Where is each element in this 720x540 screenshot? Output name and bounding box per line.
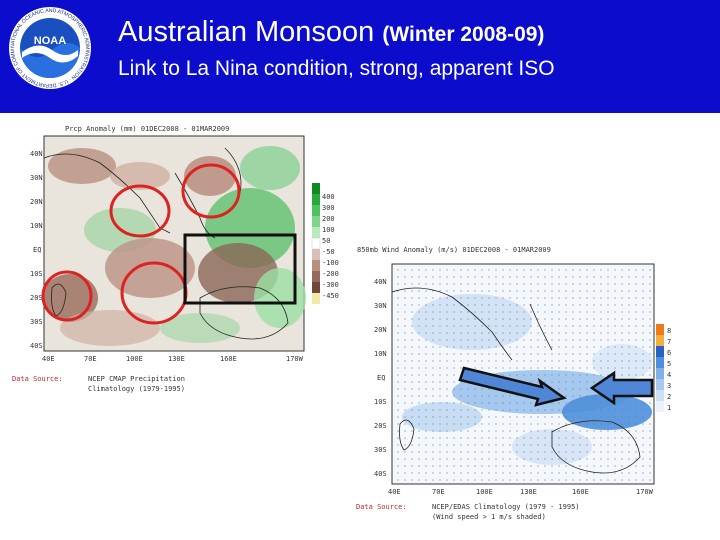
- svg-text:300: 300: [322, 204, 335, 212]
- svg-text:-200: -200: [322, 270, 339, 278]
- svg-text:400: 400: [322, 193, 335, 201]
- right-legend: 8 7 6 5 4 3 2 1: [656, 324, 671, 412]
- svg-text:10S: 10S: [374, 398, 387, 406]
- svg-text:20S: 20S: [374, 422, 387, 430]
- svg-text:EQ: EQ: [377, 374, 385, 382]
- page-title: Australian Monsoon (Winter 2008-09): [118, 16, 544, 49]
- left-legend: 400 300 200 100 50 -50 -100 -200 -300 -4…: [311, 183, 339, 304]
- svg-text:20N: 20N: [30, 198, 43, 206]
- left-lon-labels: 40E 70E 100E 130E 160E 170W: [42, 355, 304, 363]
- svg-text:4: 4: [667, 371, 671, 379]
- svg-text:200: 200: [322, 215, 335, 223]
- svg-text:50: 50: [322, 237, 330, 245]
- wind-anomaly-shading: [402, 294, 652, 465]
- svg-text:-450: -450: [322, 292, 339, 300]
- svg-text:30N: 30N: [374, 302, 387, 310]
- svg-text:100E: 100E: [476, 488, 493, 496]
- wind-anomaly-map: 850mb Wind Anomaly (m/s) 01DEC2008 - 01M…: [356, 246, 671, 521]
- svg-text:10N: 10N: [30, 222, 43, 230]
- svg-text:160E: 160E: [220, 355, 237, 363]
- svg-text:40E: 40E: [388, 488, 401, 496]
- svg-text:-50: -50: [322, 248, 335, 256]
- right-source-text: NCEP/EDAS Climatology (1979 - 1995): [432, 503, 580, 511]
- svg-text:20N: 20N: [374, 326, 387, 334]
- svg-text:7: 7: [667, 338, 671, 346]
- svg-text:170W: 170W: [286, 355, 304, 363]
- svg-text:70E: 70E: [432, 488, 445, 496]
- svg-text:130E: 130E: [168, 355, 185, 363]
- svg-text:30N: 30N: [30, 174, 43, 182]
- convergence-arrows: [458, 366, 654, 407]
- svg-text:-300: -300: [322, 281, 339, 289]
- svg-text:100: 100: [322, 226, 335, 234]
- red-circle-4: [41, 270, 93, 322]
- right-source-text2: (Wind speed > 1 m/s shaded): [432, 513, 546, 521]
- svg-text:8: 8: [667, 327, 671, 335]
- svg-text:2: 2: [667, 393, 671, 401]
- svg-text:40E: 40E: [42, 355, 55, 363]
- svg-text:20S: 20S: [30, 294, 43, 302]
- svg-text:170W: 170W: [636, 488, 654, 496]
- black-box-annotation: [183, 233, 297, 305]
- easterly-arrow-icon: [589, 370, 654, 406]
- precip-anomaly-map: Prcp Anomaly (mm) 01DEC2008 - 01MAR2009 …: [12, 125, 339, 393]
- page-subtitle: Link to La Nina condition, strong, appar…: [118, 57, 555, 80]
- noaa-logo-icon: NOAA NATIONAL OCEANIC AND ATMOSPHERIC AD…: [8, 6, 91, 89]
- right-source-label: Data Source:: [356, 503, 407, 511]
- svg-text:40S: 40S: [30, 342, 43, 350]
- red-circle-1: [181, 163, 241, 219]
- svg-text:130E: 130E: [520, 488, 537, 496]
- right-map-title: 850mb Wind Anomaly (m/s) 01DEC2008 - 01M…: [357, 246, 551, 254]
- left-map-title: Prcp Anomaly (mm) 01DEC2008 - 01MAR2009: [65, 125, 229, 133]
- title-main: Australian Monsoon: [118, 16, 375, 48]
- svg-text:160E: 160E: [572, 488, 589, 496]
- right-lat-labels: 40N 30N 20N 10N EQ 10S 20S 30S 40S: [374, 278, 387, 478]
- svg-text:10N: 10N: [374, 350, 387, 358]
- svg-text:100E: 100E: [126, 355, 143, 363]
- svg-text:-100: -100: [322, 259, 339, 267]
- svg-text:3: 3: [667, 382, 671, 390]
- left-source-text: NCEP CMAP Precipitation: [88, 375, 185, 383]
- left-source-text2: Climatology (1979-1995): [88, 385, 185, 393]
- svg-text:1: 1: [667, 404, 671, 412]
- svg-text:40N: 40N: [374, 278, 387, 286]
- svg-text:40S: 40S: [374, 470, 387, 478]
- svg-text:30S: 30S: [30, 318, 43, 326]
- right-lon-labels: 40E 70E 100E 130E 160E 170W: [388, 488, 654, 496]
- title-suffix: (Winter 2008-09): [382, 23, 545, 46]
- svg-text:40N: 40N: [30, 150, 43, 158]
- svg-text:EQ: EQ: [33, 246, 41, 254]
- svg-text:10S: 10S: [30, 270, 43, 278]
- left-source-label: Data Source:: [12, 375, 63, 383]
- precip-anomaly-field: [42, 146, 306, 346]
- svg-text:NOAA: NOAA: [34, 35, 66, 47]
- svg-text:6: 6: [667, 349, 671, 357]
- header-banner: NOAA NATIONAL OCEANIC AND ATMOSPHERIC AD…: [0, 0, 720, 113]
- svg-text:30S: 30S: [374, 446, 387, 454]
- svg-text:5: 5: [667, 360, 671, 368]
- right-coastlines: [391, 287, 641, 474]
- left-lat-labels: 40N 30N 20N 10N EQ 10S 20S 30S 40S: [30, 150, 43, 350]
- svg-text:70E: 70E: [84, 355, 97, 363]
- westerly-arrow-icon: [458, 366, 567, 407]
- red-circle-2: [109, 184, 171, 238]
